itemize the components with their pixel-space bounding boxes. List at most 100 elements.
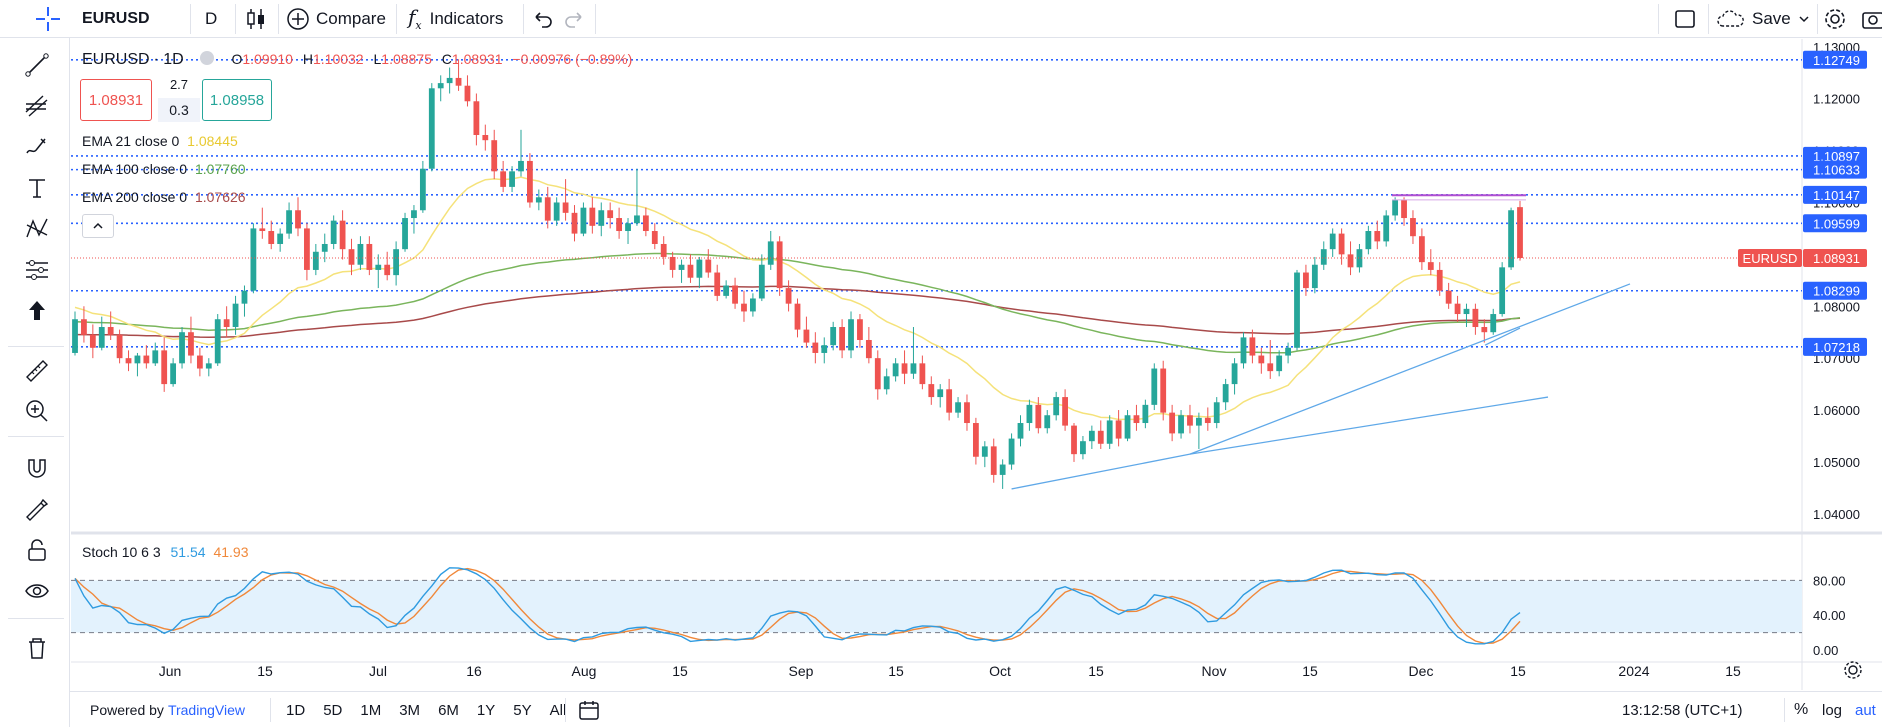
forecast-tool[interactable]	[22, 255, 52, 285]
save-button[interactable]: Save	[1716, 0, 1811, 37]
candle	[981, 441, 988, 468]
candle	[607, 202, 614, 229]
candle-body	[1356, 249, 1363, 268]
range-button-6m[interactable]: 6M	[438, 701, 459, 719]
eye-icon	[25, 584, 49, 598]
range-button-5d[interactable]: 5D	[323, 701, 343, 719]
range-button-1y[interactable]: 1Y	[476, 701, 496, 719]
symbol-search-button[interactable]: EURUSD	[82, 9, 150, 27]
interval-button[interactable]: D	[205, 8, 218, 28]
undo-icon	[535, 11, 552, 28]
magnet-tool[interactable]	[22, 453, 52, 483]
candle-body	[116, 334, 123, 359]
ohlc-c-label: C	[441, 51, 452, 67]
compare-icon	[287, 7, 309, 30]
candle	[1294, 269, 1300, 351]
calendar-icon	[579, 701, 599, 720]
magnet-icon	[28, 459, 46, 478]
candle-body	[883, 376, 890, 390]
level-price-box	[1803, 160, 1867, 179]
zoom-in-tool[interactable]	[22, 396, 52, 426]
candle	[1204, 407, 1211, 431]
candle-body	[1160, 368, 1167, 413]
compare-button[interactable]: Compare	[286, 0, 386, 37]
candle-body	[964, 402, 970, 424]
spread-top: 2.7	[169, 77, 189, 92]
ema200-legend[interactable]: EMA 200 close 0 1.07626	[82, 189, 246, 205]
candle-body	[607, 210, 614, 219]
pattern-tool[interactable]	[22, 214, 52, 244]
clock-display[interactable]: 13:12:58 (UTC+1)	[1622, 701, 1743, 719]
ema21-legend[interactable]: EMA 21 close 0 1.08445	[82, 133, 238, 149]
candle-body	[527, 160, 533, 203]
range-button-1d[interactable]: 1D	[286, 701, 306, 719]
level-price-box	[1803, 185, 1867, 204]
range-button-all[interactable]: All	[549, 701, 567, 719]
candle	[1347, 241, 1354, 276]
candle-body	[1080, 441, 1086, 455]
gear-outer	[1844, 661, 1862, 679]
candle-body	[1106, 420, 1113, 444]
ema100-legend[interactable]: EMA 100 close 0 1.07760	[82, 161, 246, 177]
sell-button[interactable]: 1.08931	[80, 79, 152, 121]
candle	[143, 345, 150, 369]
candle	[89, 324, 96, 359]
candle	[669, 251, 676, 278]
candle	[714, 264, 721, 302]
text-tool[interactable]	[22, 173, 52, 203]
candle-body	[705, 259, 712, 273]
measure-tool[interactable]	[22, 356, 52, 386]
legend-symbol[interactable]: EURUSD	[82, 51, 150, 68]
log-scale-toggle[interactable]: log	[1822, 701, 1843, 719]
candle-body	[1035, 404, 1042, 429]
auto-scale-toggle[interactable]: aut	[1855, 701, 1876, 719]
candle	[1517, 200, 1523, 261]
range-button-1m[interactable]: 1M	[360, 701, 382, 719]
candle-body	[170, 363, 177, 385]
layout-button[interactable]	[1673, 0, 1697, 37]
hide-drawings-tool[interactable]	[22, 576, 52, 606]
redo-button[interactable]	[563, 0, 587, 37]
brush-tool[interactable]	[22, 132, 52, 162]
lock-drawing-tool[interactable]	[22, 494, 52, 524]
level-price-label: 1.12749	[1813, 53, 1860, 68]
candle	[642, 207, 649, 237]
trend-line-tool[interactable]	[22, 50, 52, 80]
crosshair-icon	[36, 6, 60, 31]
arrow-tool[interactable]	[22, 296, 52, 326]
level-price-box	[1803, 337, 1867, 356]
text-icon	[29, 179, 45, 198]
buy-button[interactable]: 1.08958	[202, 79, 272, 121]
candle	[651, 223, 658, 250]
range-button-3m[interactable]: 3M	[399, 701, 421, 719]
zoom-in-icon	[26, 400, 48, 422]
settings-button[interactable]	[1822, 0, 1848, 37]
candle	[446, 67, 453, 94]
snapshot-button[interactable]	[1860, 0, 1882, 37]
candle-body	[277, 233, 284, 244]
chart-type-button[interactable]	[243, 0, 269, 37]
candle	[402, 212, 408, 252]
fib-tool[interactable]	[22, 91, 52, 121]
crosshair-cursor-button[interactable]	[20, 0, 76, 37]
powered-by-link[interactable]: Powered by TradingView	[90, 692, 245, 728]
stoch-legend[interactable]: Stoch 10 6 3 51.54 41.93	[82, 544, 249, 560]
lock-all-tool[interactable]	[22, 535, 52, 565]
go-to-date-button[interactable]	[577, 692, 601, 728]
candle	[634, 168, 640, 226]
candle-body	[152, 350, 159, 364]
candle-body	[598, 210, 605, 226]
undo-button[interactable]	[530, 0, 554, 37]
candle-body	[1142, 404, 1149, 424]
candle	[428, 83, 435, 172]
range-button-5y[interactable]: 5Y	[513, 701, 532, 719]
indicators-button[interactable]: fx Indicators	[408, 0, 503, 37]
percent-scale-toggle[interactable]: %	[1794, 701, 1809, 718]
tradingview-brand: TradingView	[167, 702, 245, 718]
candle	[758, 254, 765, 302]
collapse-legend-button[interactable]	[82, 214, 114, 238]
remove-drawings-tool[interactable]	[22, 633, 52, 663]
candle-body	[946, 389, 953, 413]
candle	[687, 254, 694, 283]
